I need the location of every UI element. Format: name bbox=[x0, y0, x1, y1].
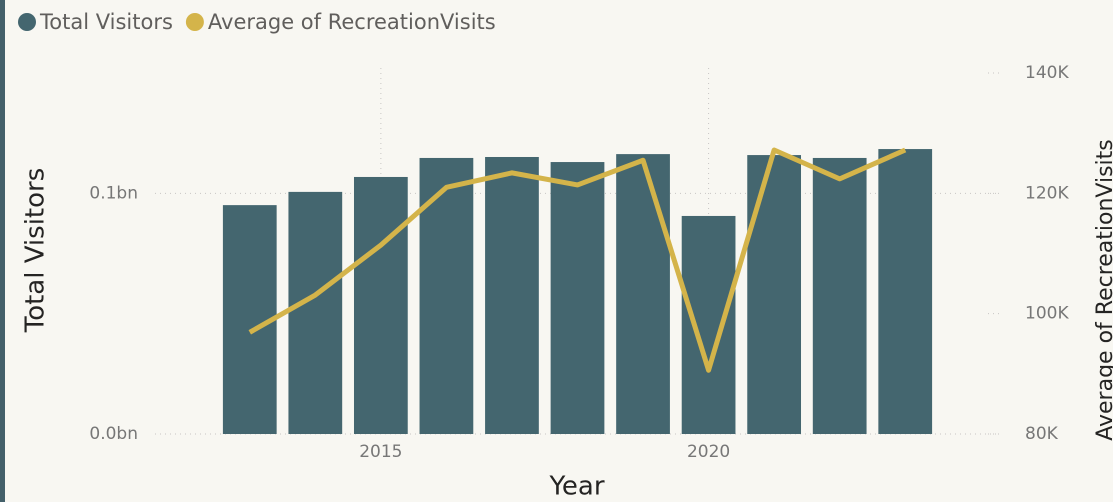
bar bbox=[681, 215, 736, 434]
y2-tick-label: 140K bbox=[1025, 63, 1069, 83]
y2-axis-title: Average of RecreationVisits bbox=[1093, 139, 1113, 441]
bar bbox=[353, 176, 408, 434]
side-stripe bbox=[0, 0, 5, 502]
legend-swatch bbox=[18, 13, 36, 31]
x-axis-title: Year bbox=[548, 472, 604, 502]
bar bbox=[419, 157, 474, 435]
bar bbox=[485, 156, 539, 434]
bar bbox=[812, 157, 867, 435]
y-tick-label: 0.1bn bbox=[89, 183, 138, 203]
y2-tick-label: 80K bbox=[1025, 424, 1059, 444]
bar bbox=[550, 162, 605, 434]
bar bbox=[616, 154, 670, 434]
y2-tick-label: 120K bbox=[1025, 183, 1069, 203]
y-axis-title: Total Visitors bbox=[21, 168, 51, 334]
bar bbox=[747, 155, 802, 435]
x-tick-label: 2015 bbox=[359, 442, 402, 462]
legend-swatch bbox=[185, 13, 204, 31]
legend-label: Average of RecreationVisits bbox=[208, 10, 496, 34]
x-tick-label: 2020 bbox=[687, 442, 730, 462]
bar bbox=[288, 191, 343, 434]
y2-tick-label: 100K bbox=[1025, 304, 1069, 324]
bar bbox=[878, 149, 933, 434]
line bbox=[248, 147, 907, 373]
y-tick-label: 0.0bn bbox=[89, 424, 138, 444]
legend-label: Total Visitors bbox=[39, 10, 173, 34]
